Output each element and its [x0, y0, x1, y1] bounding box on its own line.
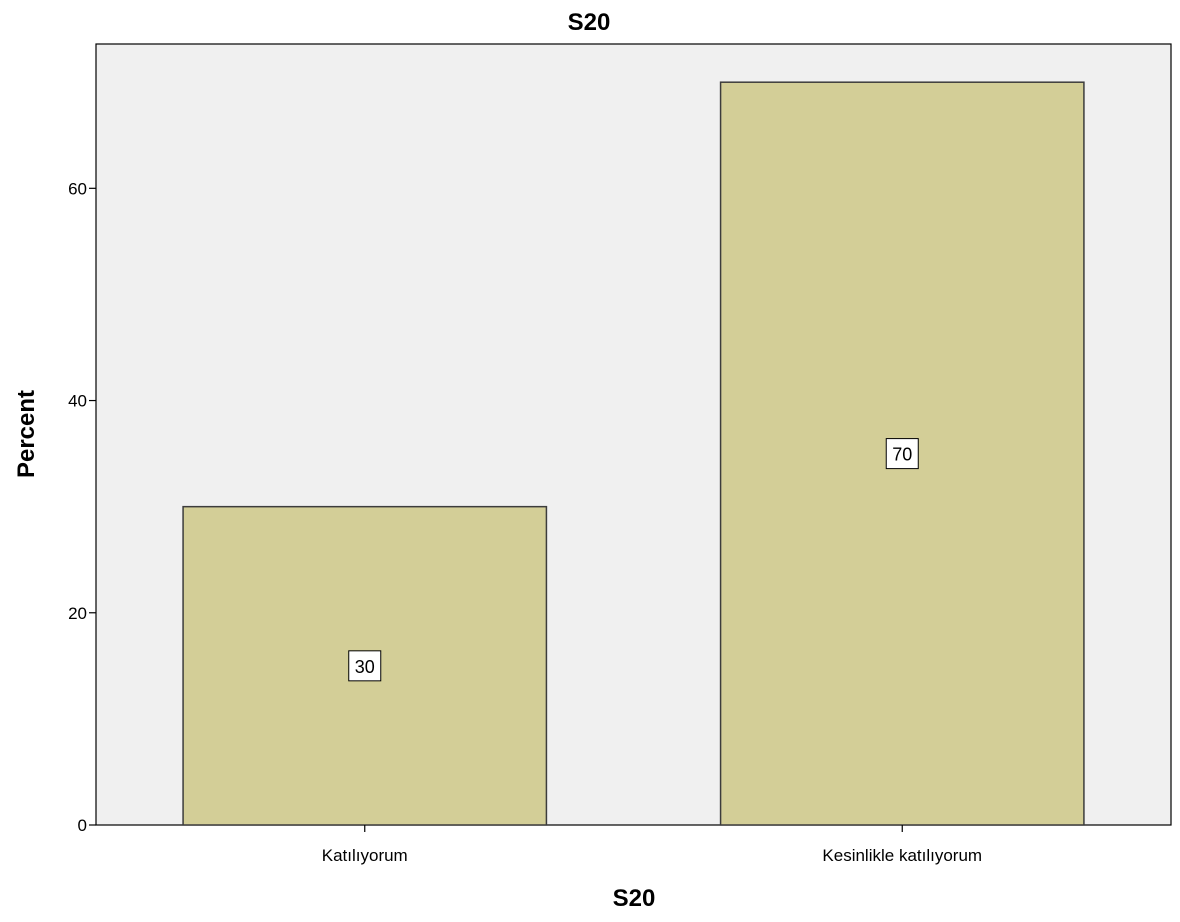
y-axis: 0 20 40 60 [68, 179, 96, 835]
chart-title: S20 [568, 9, 611, 36]
data-label: 70 [892, 445, 912, 465]
y-axis-title: Percent [13, 390, 40, 478]
x-axis-title: S20 [613, 885, 656, 912]
y-tick-label: 0 [78, 816, 87, 835]
bars-group: 30 70 [182, 81, 1085, 826]
data-label-box [885, 438, 919, 470]
x-axis: Katılıyorum Kesinlikle katılıyorum [322, 825, 982, 865]
data-label: 30 [355, 657, 375, 677]
y-tick-label: 20 [68, 604, 87, 623]
data-label-box [348, 650, 382, 682]
x-tick-label: Kesinlikle katılıyorum [822, 846, 982, 865]
y-tick-label: 40 [68, 392, 87, 411]
y-tick-label: 60 [68, 179, 87, 198]
x-tick-label: Katılıyorum [322, 846, 408, 865]
